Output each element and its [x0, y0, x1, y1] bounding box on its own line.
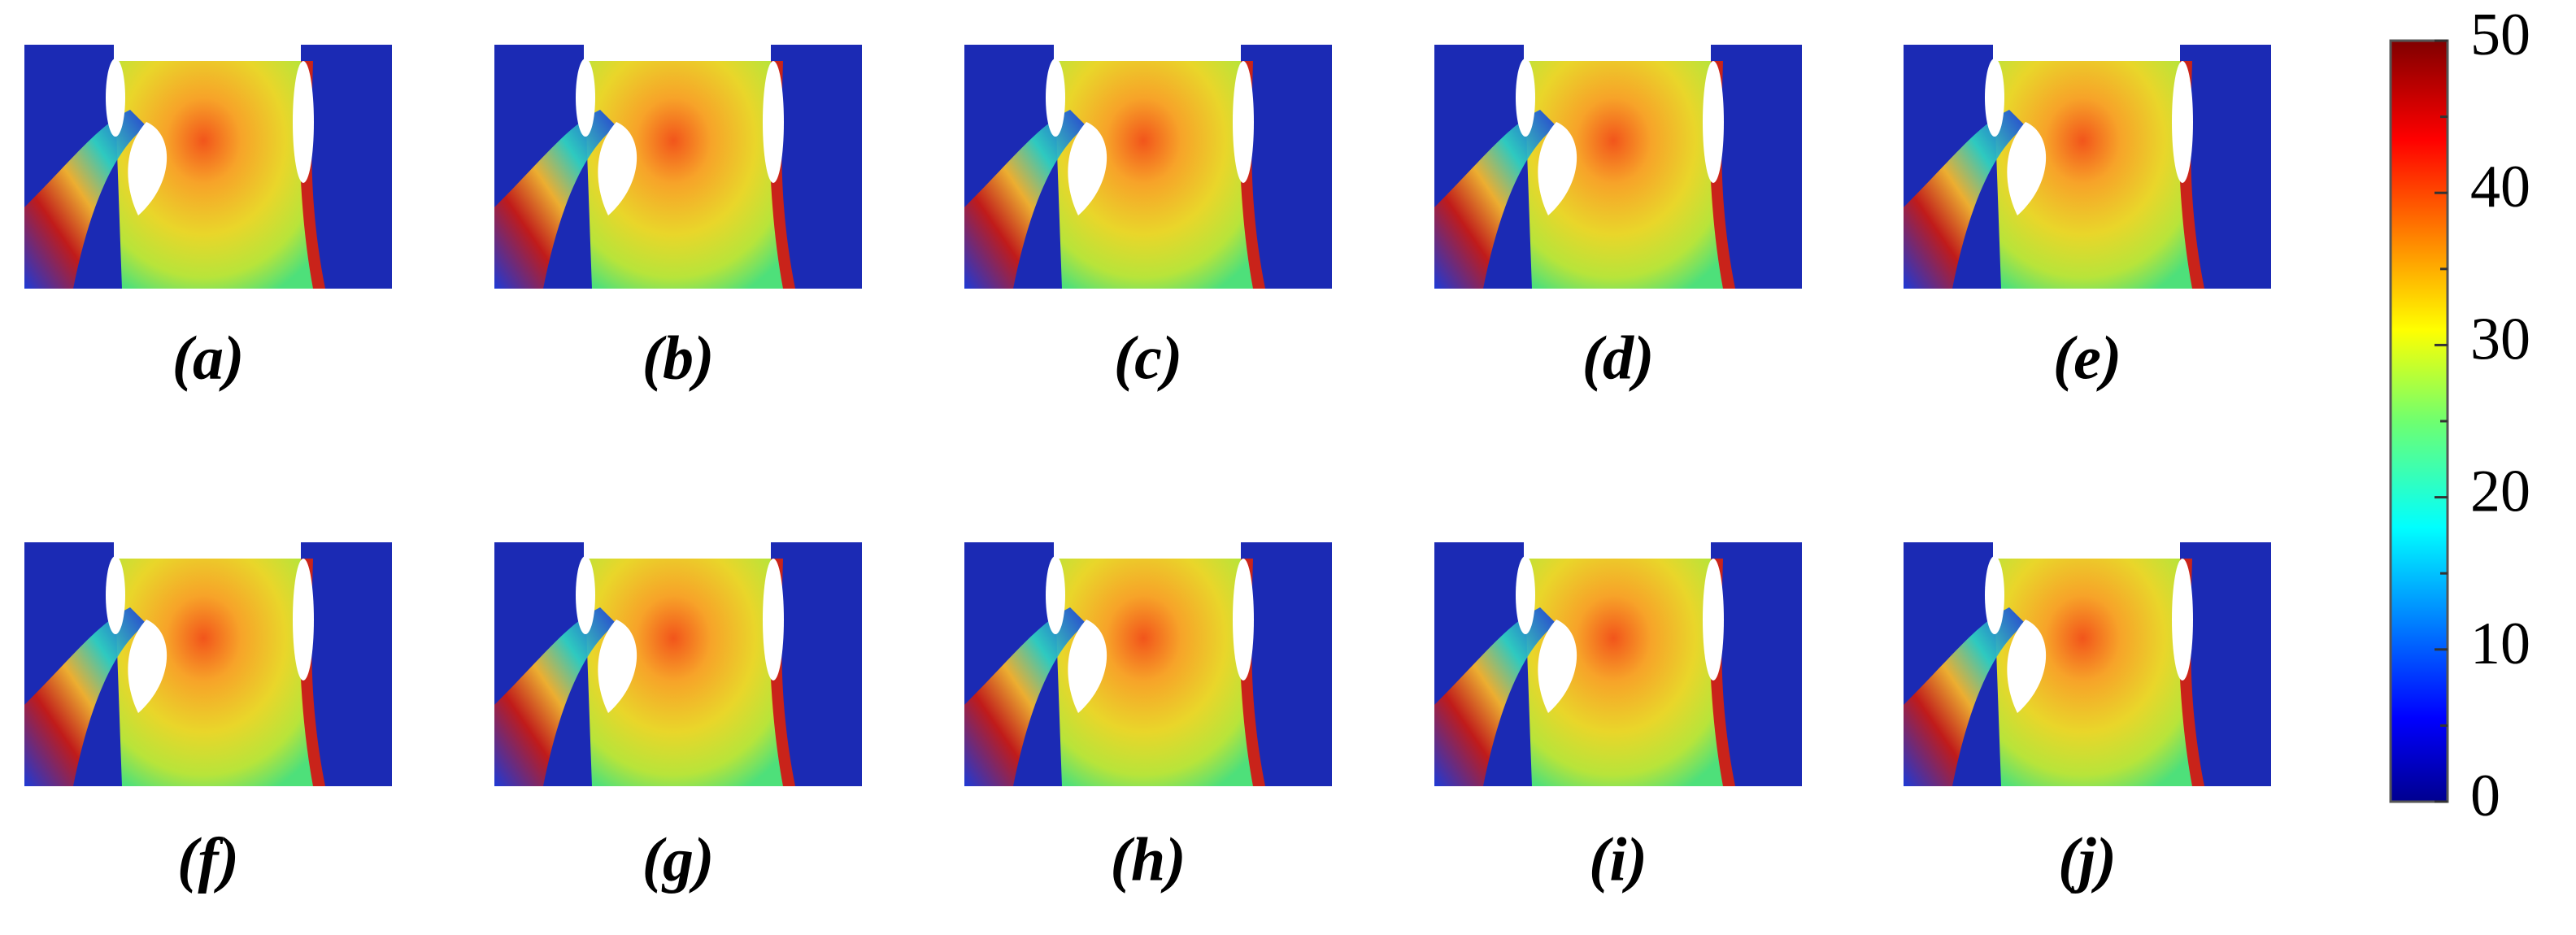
tick-label: 40 [2470, 154, 2530, 220]
panel-label: (b) [642, 324, 715, 392]
tick-label: 0 [2470, 763, 2500, 829]
panel-label: (a) [172, 324, 245, 392]
panel-label: (c) [1114, 324, 1182, 392]
panel-label: (d) [1582, 324, 1655, 392]
contour-panel [964, 45, 1332, 289]
contour-panel [1904, 45, 2271, 289]
panel-label: (g) [642, 825, 715, 894]
tick-label: 20 [2470, 459, 2530, 525]
panel-label: (e) [2053, 324, 2121, 392]
contour-panel [494, 45, 862, 289]
tick-label: 10 [2470, 611, 2530, 677]
contour-panel [24, 45, 392, 289]
panel-label: (j) [2058, 825, 2117, 894]
tick-label: 30 [2470, 306, 2530, 372]
panel-label: (f) [177, 825, 239, 894]
tick-label: 50 [2470, 2, 2530, 68]
contour-panel [1434, 45, 1802, 289]
contour-panel [1904, 542, 2271, 786]
panel-grid: (a) (b) (c) (d) (e) (f) (g) (h) (i) (j) [24, 45, 2271, 894]
contour-panel [24, 542, 392, 786]
panel-label: (h) [1111, 825, 1186, 894]
colorbar-axis: 0 10 20 30 40 50 [2435, 2, 2530, 829]
panel-label: (i) [1589, 825, 1647, 894]
contour-panel [964, 542, 1332, 786]
colorbar [2389, 39, 2449, 803]
contour-panel [1434, 542, 1802, 786]
contour-panel [494, 542, 862, 786]
